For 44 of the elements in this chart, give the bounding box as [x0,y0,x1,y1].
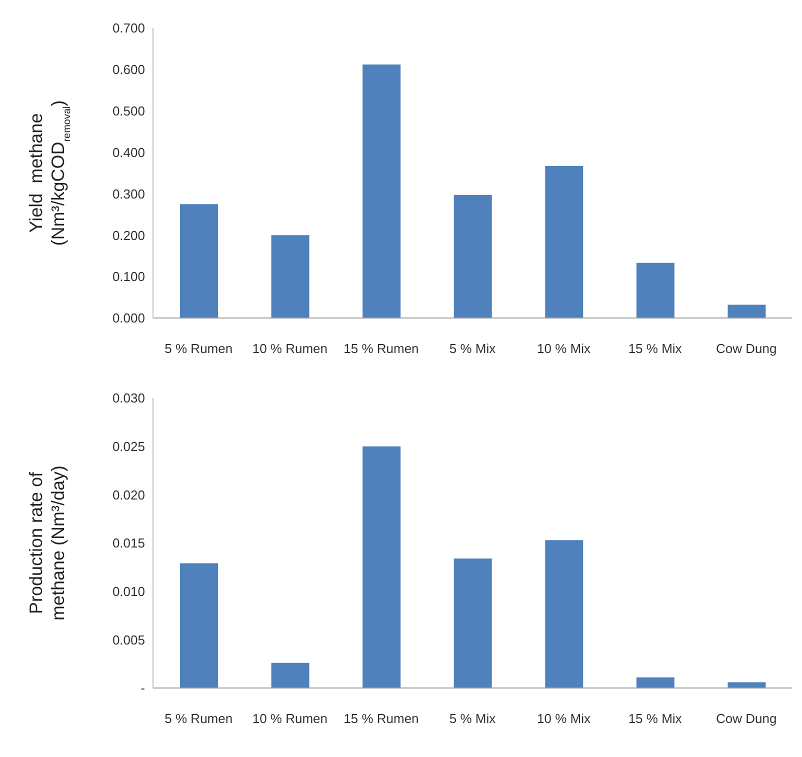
bar [636,262,674,318]
y-axis-title: Production rate of methane (Nm³/day) [26,465,68,621]
y-tick-label: 0.000 [112,310,145,326]
x-tick-label: 15 % Rumen [344,341,419,356]
bar [180,563,218,688]
y-tick-label: 0.005 [112,632,145,648]
x-tick-label: 5 % Rumen [164,711,233,726]
y-tick-label: 0.700 [112,20,145,36]
y-tick-label: 0.300 [112,186,145,202]
bar [728,682,766,688]
y-tick-label: 0.015 [112,536,145,551]
y-tick-label: 0.020 [112,487,145,502]
y-tick-label: - [140,680,145,696]
x-tick-label: 10 % Rumen [252,711,328,726]
x-tick-label: Cow Dung [716,711,777,726]
bar [636,677,674,688]
bar [728,304,766,318]
bar [362,64,401,318]
y-tick-label: 0.600 [112,62,145,78]
x-tick-label: Cow Dung [716,341,777,356]
x-tick-label: 15 % Mix [628,341,682,356]
bar [454,194,492,318]
bar [271,662,310,688]
y-tick-label: 0.200 [112,228,145,243]
y-tick-label: 0.500 [112,103,145,118]
x-tick-label: 15 % Mix [628,711,682,726]
bar [545,166,584,318]
x-tick-label: 15 % Rumen [344,711,419,726]
y-tick-label: 0.025 [112,438,145,454]
x-tick-label: 5 % Mix [449,711,496,726]
x-tick-label: 10 % Rumen [252,341,328,356]
bar [180,204,218,318]
y-tick-label: 0.400 [112,144,145,160]
x-tick-label: 5 % Mix [449,341,496,356]
bar [545,540,584,688]
y-tick-label: 0.100 [112,269,145,284]
y-tick-label: 0.030 [112,390,145,406]
bar [362,446,401,688]
bar [454,558,492,688]
bar [271,235,310,318]
x-tick-label: 10 % Mix [537,341,592,356]
x-tick-label: 5 % Rumen [164,341,233,356]
x-tick-label: 10 % Mix [537,711,592,726]
y-tick-label: 0.010 [112,584,145,599]
